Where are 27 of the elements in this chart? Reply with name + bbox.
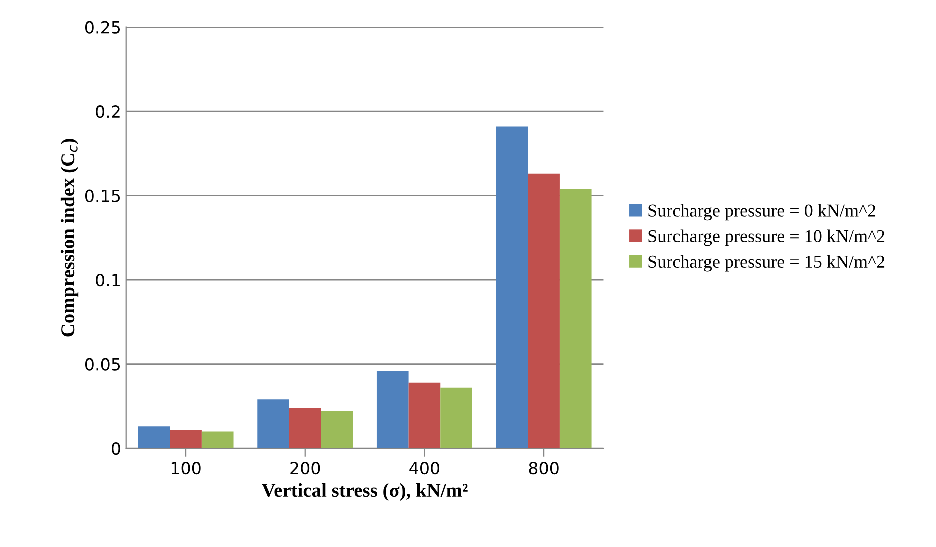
legend-label: Surcharge pressure = 0 kN/m^2 <box>648 204 876 221</box>
x-tick-label: 200 <box>290 462 320 475</box>
y-tick-label: 0 <box>112 442 120 456</box>
y-tick-label: 0.25 <box>85 21 120 34</box>
y-tick-label: 0.05 <box>85 358 120 371</box>
legend-label: Surcharge pressure = 10 kN/m^2 <box>648 230 885 246</box>
bar <box>202 432 234 449</box>
bar <box>376 371 409 449</box>
bar <box>408 382 441 449</box>
y-tick-label: 0.2 <box>96 106 120 118</box>
bar <box>258 400 290 449</box>
x-axis-title: Vertical stress (σ), kN/m² <box>262 483 468 502</box>
x-tick-label: 800 <box>529 462 559 475</box>
bar <box>289 408 322 449</box>
bar <box>170 430 202 449</box>
y-tick-label: 0.1 <box>96 274 120 287</box>
bar <box>138 426 170 449</box>
bar <box>496 126 528 449</box>
legend-label: Surcharge pressure = 15 kN/m^2 <box>648 255 885 272</box>
bar <box>321 411 354 449</box>
bar <box>560 189 592 449</box>
bar <box>440 388 472 449</box>
y-axis-title: Compression index (C$_{c}$) <box>60 139 79 337</box>
x-tick-label: 100 <box>172 462 201 475</box>
x-tick-label: 400 <box>410 462 440 475</box>
y-tick-label: 0.15 <box>85 190 120 202</box>
bar <box>528 174 560 449</box>
